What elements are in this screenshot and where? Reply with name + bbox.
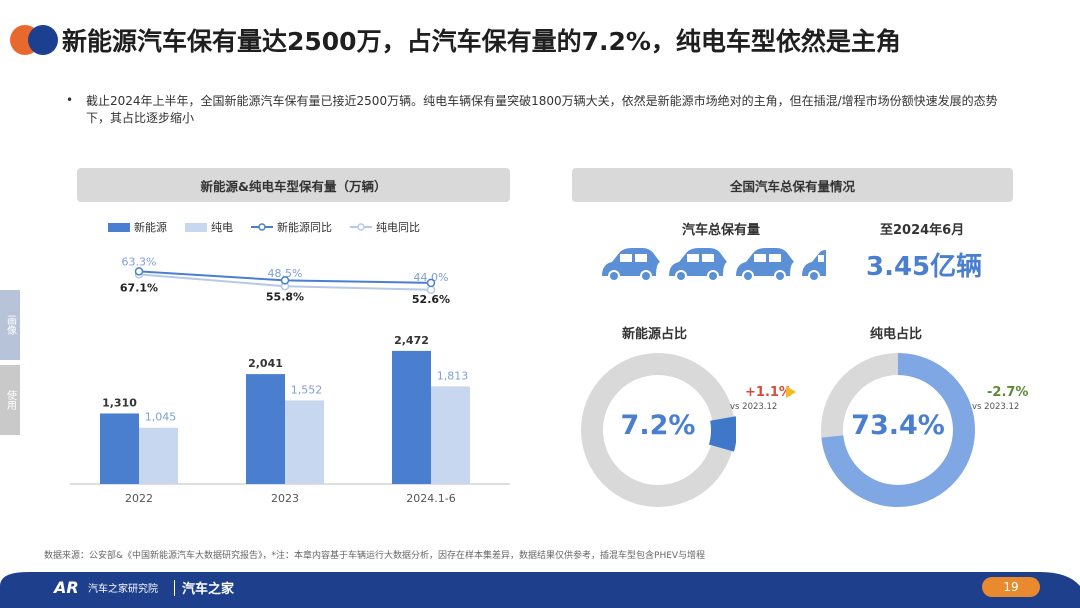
car-icons [598,244,838,284]
x-tick-label: 2022 [125,492,153,505]
bar-nev [246,374,285,484]
bev-share-title: 纯电占比 [870,327,923,342]
nev-share-donut [580,352,736,508]
brand-name-2: 汽车之家 [182,582,235,597]
donut-fill [821,353,975,507]
line-label-bev_yoy: 44.0% [414,271,449,284]
left-panel-heading: 新能源&纯电车型保有量（万辆） [77,168,510,202]
date-label: 至2024年6月 [880,223,965,238]
bar-bev [139,427,178,484]
bar-bev [431,386,470,484]
nev-share-value: 7.2% [620,410,696,441]
bev-share-donut [821,353,975,507]
bar-label-nev: 1,310 [102,396,137,409]
chart-legend: 新能源 纯电 新能源同比 纯电同比 [108,219,420,235]
bar-nev [100,413,139,484]
line-label-nev_yoy: 52.6% [412,293,450,306]
bar-label-bev: 1,552 [291,383,323,396]
bar-label-bev: 1,045 [145,411,177,424]
bullet-icon: • [66,93,74,107]
legend-label-bev-yoy: 纯电同比 [376,221,420,234]
nev-share-title: 新能源占比 [622,327,688,342]
legend-line-bev-yoy-icon [350,223,372,231]
line-label-bev_yoy: 63.3% [122,255,157,268]
footer-bar [0,572,1080,608]
partial-car-icon [802,250,826,282]
bar-nev [392,350,431,484]
car-icon [736,248,794,282]
bev-share-vs: vs 2023.12 [972,402,1020,412]
line-label-nev_yoy: 55.8% [266,290,304,303]
play-arrow-icon [786,386,796,398]
point-nev_yoy [280,276,290,285]
vehicle-stock-chart: 1,310 1,045 2022 2,041 1,552 2023 2,472 1,813 20… [70,255,510,505]
bev-share-change: -2.7% [987,385,1029,400]
brand-divider [174,580,175,596]
legend-label-bev: 纯电 [211,221,233,234]
line-label-bev_yoy: 48.5% [268,267,303,280]
nev-share-vs: vs 2023.12 [730,402,778,412]
legend-swatch-nev [108,222,130,232]
legend-swatch-bev [185,222,207,232]
page-title: 新能源汽车保有量达2500万，占汽车保有量的7.2%，纯电车型依然是主角 [62,27,901,56]
point-nev_yoy [134,267,144,276]
bar-label-bev: 1,813 [437,369,469,382]
line-label-nev_yoy: 67.1% [120,281,158,294]
bar-label-nev: 2,041 [248,357,283,370]
right-panel-heading: 全国汽车总保有量情况 [572,168,1013,202]
legend-line-nev-yoy-icon [251,223,273,231]
data-source-note: 数据来源：公安部&《中国新能源汽车大数据研究报告》，*注：本章内容基于车辆运行大… [44,551,706,561]
car-icon [669,248,727,282]
bev-share-value: 73.4% [851,410,945,441]
car-icon [602,248,660,282]
legend-label-nev-yoy: 新能源同比 [277,221,332,234]
side-tab-portrait[interactable]: 画像 [0,290,20,360]
brand-logo-icon: AR [54,578,79,597]
x-tick-label: 2024.1-6 [406,492,455,505]
legend-label-nev: 新能源 [134,221,167,234]
bar-label-nev: 2,472 [394,334,429,347]
bar-bev [285,400,324,484]
summary-text: 截止2024年上半年，全国新能源汽车保有量已接近2500万辆。纯电车辆保有量突破… [86,94,998,125]
total-stock-value: 3.45亿辆 [866,252,983,282]
point-nev_yoy [426,278,436,288]
side-tab-usage[interactable]: 使用 [0,365,20,435]
nev-share-change: +1.1% [745,385,792,400]
logo-circles [10,25,60,55]
page-number: 19 [982,577,1040,597]
total-stock-label: 汽车总保有量 [682,223,761,238]
x-tick-label: 2023 [271,492,299,505]
brand-name: 汽车之家研究院 [88,584,158,595]
